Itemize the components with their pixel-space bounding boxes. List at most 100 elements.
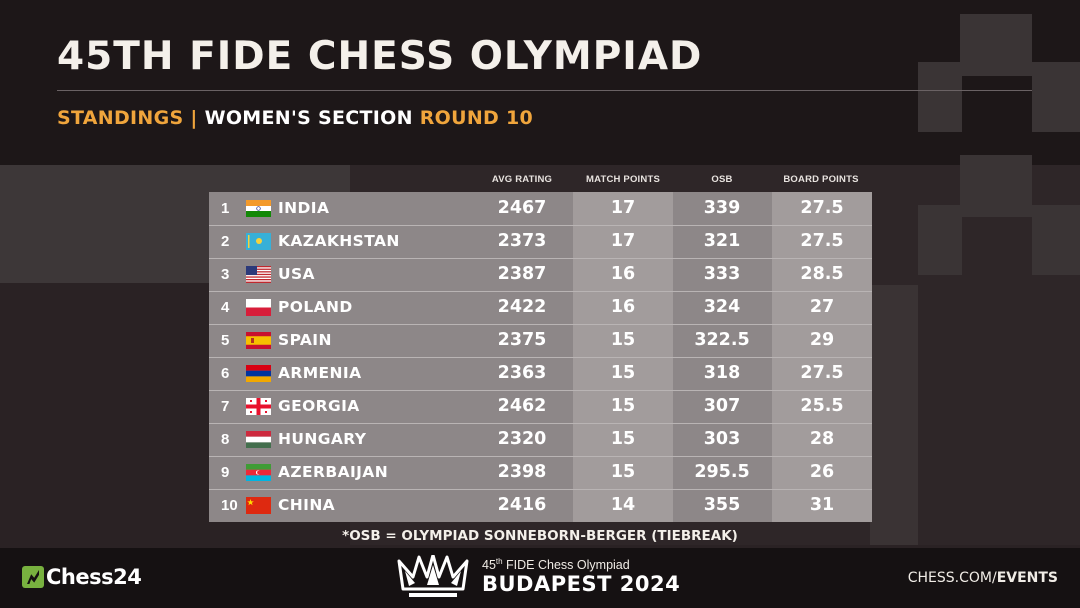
decorative-block — [960, 155, 1032, 217]
avg-rating-cell: 2373 — [497, 231, 547, 251]
match-points-cell: 15 — [610, 462, 636, 482]
header-background — [0, 0, 1080, 165]
avg-rating-cell: 2467 — [497, 198, 547, 218]
match-points-cell: 17 — [610, 198, 636, 218]
decorative-block — [918, 62, 962, 132]
india-flag-icon — [246, 200, 271, 217]
table-row[interactable]: 8 HUNGARY 2320 15 303 28 — [209, 423, 872, 455]
row-divider — [209, 324, 872, 325]
country-cell: INDIA — [278, 199, 330, 217]
board-points-cell: 27.5 — [800, 363, 844, 383]
rank-cell: 4 — [221, 299, 230, 316]
column-header-avg-rating: AVG RATING — [491, 174, 553, 185]
board-points-cell: 29 — [809, 330, 835, 350]
events-link[interactable]: CHESS.COM/EVENTS — [908, 570, 1058, 586]
column-header-match-points: MATCH POINTS — [586, 174, 660, 185]
board-points-cell: 28.5 — [800, 264, 844, 284]
table-row[interactable]: 2 KAZAKHSTAN 2373 17 321 27.5 — [209, 225, 872, 257]
board-points-cell: 26 — [809, 462, 835, 482]
column-header-board-points: BOARD POINTS — [783, 174, 859, 185]
osb-cell: 339 — [703, 198, 741, 218]
avg-rating-cell: 2375 — [497, 330, 547, 350]
osb-footnote: *OSB = OLYMPIAD SONNEBORN-BERGER (TIEBRE… — [342, 528, 738, 544]
table-row[interactable]: 9 AZERBAIJAN 2398 15 295.5 26 — [209, 456, 872, 488]
osb-cell: 307 — [703, 396, 741, 416]
match-points-cell: 15 — [610, 330, 636, 350]
subtitle-round: ROUND 10 — [419, 107, 534, 129]
country-cell: AZERBAIJAN — [278, 463, 389, 481]
event-ordinal: 45 — [482, 558, 496, 573]
avg-rating-cell: 2320 — [497, 429, 547, 449]
osb-cell: 333 — [703, 264, 741, 284]
subtitle-standings: STANDINGS | — [57, 107, 198, 129]
armenia-flag-icon — [246, 365, 271, 382]
match-points-cell: 15 — [610, 396, 636, 416]
osb-cell: 355 — [703, 495, 741, 515]
rank-cell: 7 — [221, 398, 230, 415]
avg-rating-cell: 2387 — [497, 264, 547, 284]
country-cell: ARMENIA — [278, 364, 362, 382]
decorative-block — [870, 285, 918, 545]
rank-cell: 6 — [221, 365, 230, 382]
board-points-cell: 27.5 — [800, 198, 844, 218]
match-points-cell: 16 — [610, 264, 636, 284]
row-divider — [209, 357, 872, 358]
row-divider — [209, 489, 872, 490]
china-flag-icon — [246, 497, 271, 514]
board-points-cell: 31 — [809, 495, 835, 515]
standings-table: 1 INDIA 2467 17 339 27.5 2 KAZAKHSTAN 2373 17 321 2… — [209, 192, 872, 522]
match-points-cell: 16 — [610, 297, 636, 317]
row-divider — [209, 390, 872, 391]
rank-cell: 8 — [221, 431, 230, 448]
rank-cell: 3 — [221, 266, 230, 283]
country-cell: KAZAKHSTAN — [278, 232, 400, 250]
decorative-block — [1032, 205, 1080, 275]
country-cell: HUNGARY — [278, 430, 367, 448]
table-row[interactable]: 6 ARMENIA 2363 15 318 27.5 — [209, 357, 872, 389]
osb-cell: 321 — [703, 231, 741, 251]
avg-rating-cell: 2398 — [497, 462, 547, 482]
row-divider — [209, 456, 872, 457]
table-row[interactable]: 1 INDIA 2467 17 339 27.5 — [209, 192, 872, 224]
rank-cell: 10 — [221, 497, 238, 514]
avg-rating-cell: 2416 — [497, 495, 547, 515]
chess24-logo[interactable]: Chess24 — [22, 564, 142, 590]
rank-cell: 2 — [221, 233, 230, 250]
country-cell: SPAIN — [278, 331, 332, 349]
spain-flag-icon — [246, 332, 271, 349]
decorative-block — [960, 14, 1032, 76]
kazakhstan-flag-icon — [246, 233, 271, 250]
country-cell: GEORGIA — [278, 397, 360, 415]
country-cell: POLAND — [278, 298, 353, 316]
rank-cell: 9 — [221, 464, 230, 481]
osb-cell: 322.5 — [694, 330, 750, 350]
osb-cell: 318 — [703, 363, 741, 383]
chess24-logo-text: Chess24 — [46, 565, 142, 589]
table-row[interactable]: 10 CHINA 2416 14 355 31 — [209, 489, 872, 521]
country-cell: USA — [278, 265, 315, 283]
osb-cell: 324 — [703, 297, 741, 317]
rank-cell: 1 — [221, 200, 230, 217]
footer — [0, 548, 1080, 608]
board-points-cell: 25.5 — [800, 396, 844, 416]
table-row[interactable]: 7 GEORGIA 2462 15 307 25.5 — [209, 390, 872, 422]
osb-cell: 295.5 — [694, 462, 750, 482]
table-row[interactable]: 4 POLAND 2422 16 324 27 — [209, 291, 872, 323]
avg-rating-cell: 2422 — [497, 297, 547, 317]
table-row[interactable]: 5 SPAIN 2375 15 322.5 29 — [209, 324, 872, 356]
row-divider — [209, 225, 872, 226]
row-divider — [209, 291, 872, 292]
event-location: BUDAPEST 2024 — [482, 572, 681, 596]
row-divider — [209, 258, 872, 259]
page-title: 45TH FIDE CHESS OLYMPIAD — [57, 34, 703, 79]
match-points-cell: 17 — [610, 231, 636, 251]
table-row[interactable]: 3 USA 2387 16 333 28.5 — [209, 258, 872, 290]
match-points-cell: 15 — [610, 363, 636, 383]
match-points-cell: 14 — [610, 495, 636, 515]
avg-rating-cell: 2462 — [497, 396, 547, 416]
osb-cell: 303 — [703, 429, 741, 449]
column-headers: AVG RATING MATCH POINTS OSB BOARD POINTS — [0, 174, 1080, 188]
page-subtitle: STANDINGS | WOMEN'S SECTION ROUND 10 — [57, 107, 533, 129]
avg-rating-cell: 2363 — [497, 363, 547, 383]
poland-flag-icon — [246, 299, 271, 316]
